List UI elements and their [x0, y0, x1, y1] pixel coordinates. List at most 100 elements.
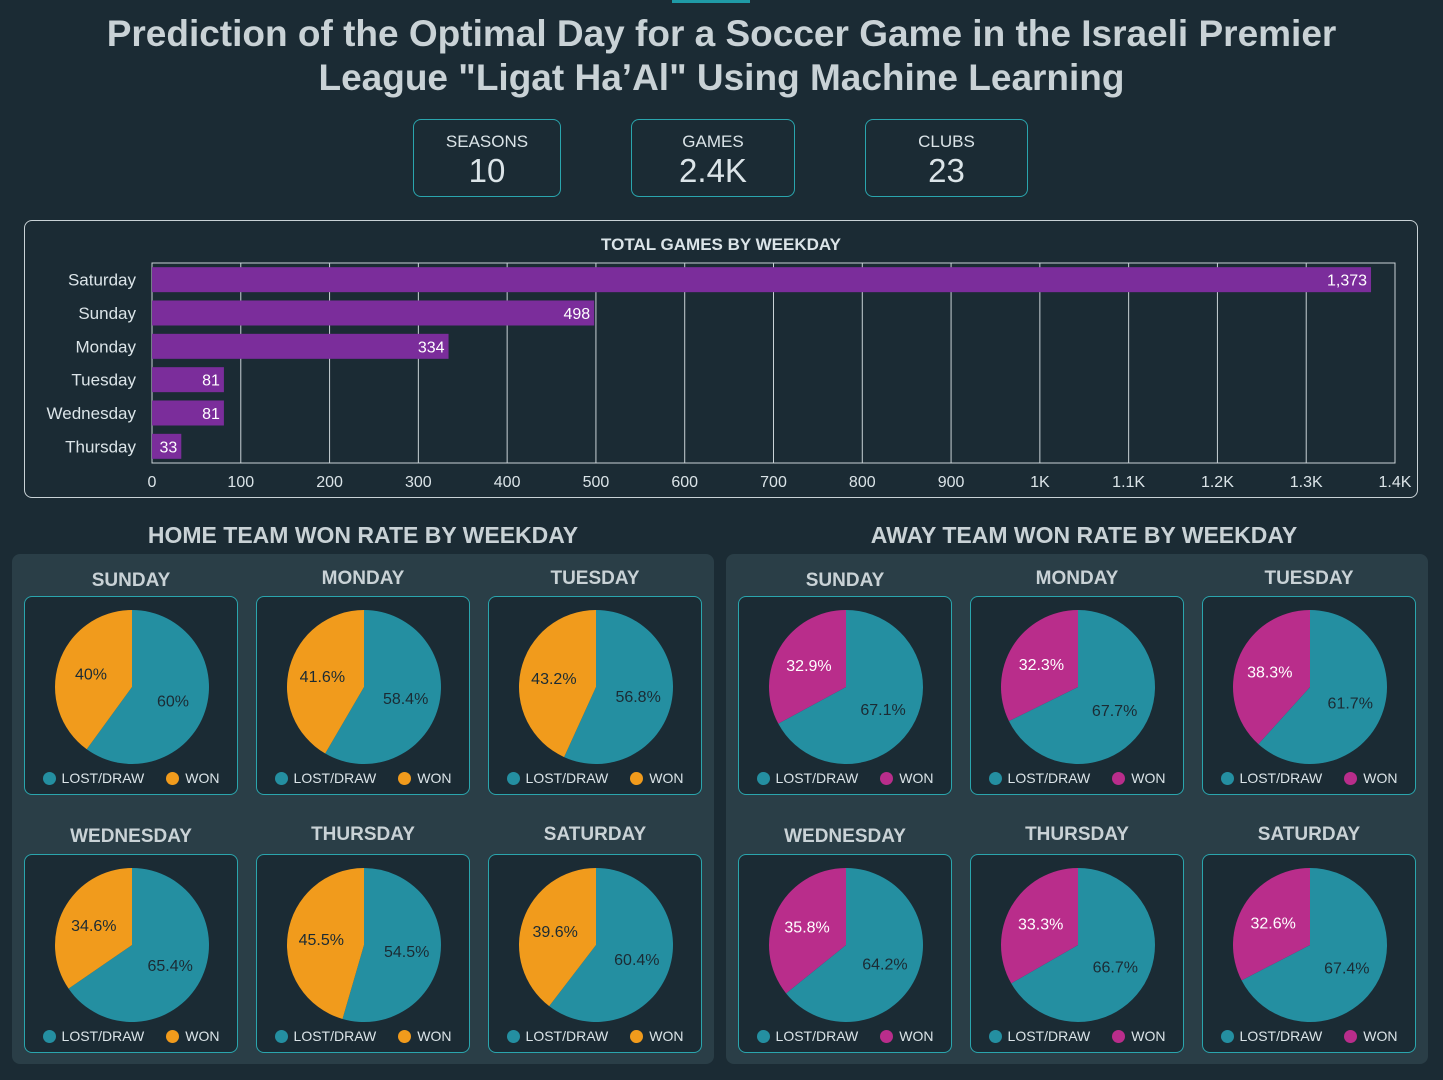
games-by-weekday-chart: TOTAL GAMES BY WEEKDAY 0 100 200 300 400 500 60…: [47, 235, 1412, 491]
legend-dot-won: [166, 772, 180, 785]
kpi-card-clubs: CLUBS 23: [865, 119, 1028, 197]
x-tick-label: 600: [671, 474, 698, 491]
bar[interactable]: [152, 267, 1372, 293]
legend-dot-lost-draw: [1220, 772, 1234, 785]
kpi-value: 10: [468, 152, 506, 189]
pie-label-lost-draw: 67.1%: [860, 702, 905, 719]
home-pie-group: SUNDAY 60% 40% LOST/DRAW WON MONDAY 58.4% 41.6%…: [12, 554, 714, 1064]
bar[interactable]: [152, 367, 224, 393]
pie-slice-lost-draw[interactable]: [1241, 868, 1387, 1022]
pie-slice-won[interactable]: [286, 868, 364, 1019]
bar-chart-panel: TOTAL GAMES BY WEEKDAY 0 100 200 300 400 500 60…: [24, 220, 1418, 498]
pie-slice-lost-draw[interactable]: [564, 610, 673, 764]
pie-day-title: SATURDAY: [1257, 824, 1361, 845]
legend-dot-won: [398, 772, 412, 785]
pie-legend: LOST/DRAW WON: [257, 1028, 469, 1044]
category-label: Saturday: [68, 271, 137, 290]
pie-label-lost-draw: 61.7%: [1328, 695, 1373, 712]
legend-label-won: WON: [1363, 1028, 1398, 1044]
pie-card: 67.4% 32.6% LOST/DRAW WON: [1202, 854, 1416, 1053]
pie-slice-won[interactable]: [519, 610, 596, 758]
pie-slice-lost-draw[interactable]: [325, 610, 441, 764]
home-section-title: HOME TEAM WON RATE BY WEEKDAY: [147, 522, 579, 548]
legend-label-won: WON: [899, 1028, 934, 1044]
pie-slice-lost-draw[interactable]: [1258, 610, 1387, 764]
x-tick-label: 200: [316, 474, 343, 491]
pie-card: 65.4% 34.6% LOST/DRAW WON: [24, 854, 238, 1053]
pie-label-won: 38.3%: [1247, 665, 1292, 682]
bar[interactable]: [152, 333, 449, 359]
pie-slice-won[interactable]: [519, 868, 596, 1007]
x-tick-label: 300: [405, 474, 432, 491]
pie-slice-lost-draw[interactable]: [778, 610, 923, 764]
bar[interactable]: [152, 300, 595, 326]
pie-slice-won[interactable]: [1233, 868, 1310, 981]
bar[interactable]: [152, 400, 224, 426]
page-title: Prediction of the Optimal Day for a Socc…: [60, 12, 1383, 100]
pie-slice-won[interactable]: [1001, 868, 1078, 984]
pie-card: 67.1% 32.9% LOST/DRAW WON: [738, 596, 952, 795]
legend-dot-won: [1344, 1030, 1358, 1043]
pie-label-won: 40%: [75, 667, 107, 684]
x-tick-label: 900: [938, 474, 965, 491]
pie-label-won: 45.5%: [299, 932, 344, 949]
pie-legend: LOST/DRAW WON: [489, 1028, 701, 1044]
pie-day-title: MONDAY: [1035, 568, 1119, 589]
pie-slice-lost-draw[interactable]: [1011, 868, 1155, 1022]
legend-label-won: WON: [649, 1028, 684, 1044]
pie-slice-lost-draw[interactable]: [342, 868, 441, 1022]
bar-value-label: 498: [563, 306, 590, 323]
legend-label-won: WON: [417, 1028, 452, 1044]
pie-slice-lost-draw[interactable]: [86, 610, 209, 764]
pie-label-lost-draw: 65.4%: [147, 958, 192, 975]
pie-slice-won[interactable]: [1233, 610, 1310, 745]
pie-day-title: THURSDAY: [311, 824, 415, 845]
pie-slice-lost-draw[interactable]: [786, 868, 923, 1022]
pie-legend: LOST/DRAW WON: [1203, 770, 1415, 786]
pie-label-won: 33.3%: [1018, 916, 1063, 933]
pie-chart: 60% 40%: [55, 610, 209, 764]
pie-slice-won[interactable]: [769, 610, 846, 724]
legend-label-won: WON: [185, 770, 220, 786]
legend-dot-lost-draw: [506, 1030, 520, 1043]
pie-card: 58.4% 41.6% LOST/DRAW WON: [256, 596, 470, 795]
pie-slice-won[interactable]: [55, 610, 132, 750]
pie-legend: LOST/DRAW WON: [971, 770, 1183, 786]
legend-label-won: WON: [899, 770, 934, 786]
pie-slice-lost-draw[interactable]: [1008, 610, 1155, 764]
pie-slice-lost-draw[interactable]: [549, 868, 673, 1022]
kpi-label: GAMES: [682, 132, 744, 151]
category-label: Monday: [76, 337, 137, 356]
legend-dot-won: [630, 1030, 644, 1043]
bar-chart-title: TOTAL GAMES BY WEEKDAY: [601, 235, 842, 254]
pie-card: 60.4% 39.6% LOST/DRAW WON: [488, 854, 702, 1053]
pie-label-won: 32.6%: [1250, 916, 1295, 933]
pie-slice-lost-draw[interactable]: [68, 868, 210, 1022]
legend-dot-lost-draw: [274, 772, 288, 785]
pie-card: 66.7% 33.3% LOST/DRAW WON: [970, 854, 1184, 1053]
pie-card: 56.8% 43.2% LOST/DRAW WON: [488, 596, 702, 795]
legend-dot-lost-draw: [42, 772, 56, 785]
pie-label-lost-draw: 66.7%: [1093, 960, 1138, 977]
legend-dot-won: [880, 1030, 894, 1043]
x-tick-label: 1.3K: [1290, 474, 1323, 491]
legend-dot-lost-draw: [1220, 1030, 1234, 1043]
pie-slice-won[interactable]: [769, 868, 846, 994]
pie-label-won: 39.6%: [532, 924, 577, 941]
legend-label-lost-draw: LOST/DRAW: [61, 770, 145, 786]
category-label: Tuesday: [71, 371, 136, 390]
legend-dot-won: [1112, 1030, 1126, 1043]
bar[interactable]: [152, 433, 182, 459]
bar-value-label: 33: [160, 439, 178, 456]
pie-label-won: 32.3%: [1019, 657, 1064, 674]
pie-day-title: MONDAY: [321, 568, 405, 589]
legend-dot-won: [398, 1030, 412, 1043]
pie-slice-won[interactable]: [55, 868, 132, 989]
pie-card: 67.7% 32.3% LOST/DRAW WON: [970, 596, 1184, 795]
top-accent-bar: [672, 0, 750, 3]
pie-slice-won[interactable]: [286, 610, 364, 754]
pie-slice-won[interactable]: [1001, 610, 1078, 722]
pie-label-lost-draw: 54.5%: [384, 944, 429, 961]
bar-value-label: 81: [202, 373, 220, 390]
page-title-line-2: League "Ligat Ha’Al" Using Machine Learn…: [318, 57, 1125, 98]
